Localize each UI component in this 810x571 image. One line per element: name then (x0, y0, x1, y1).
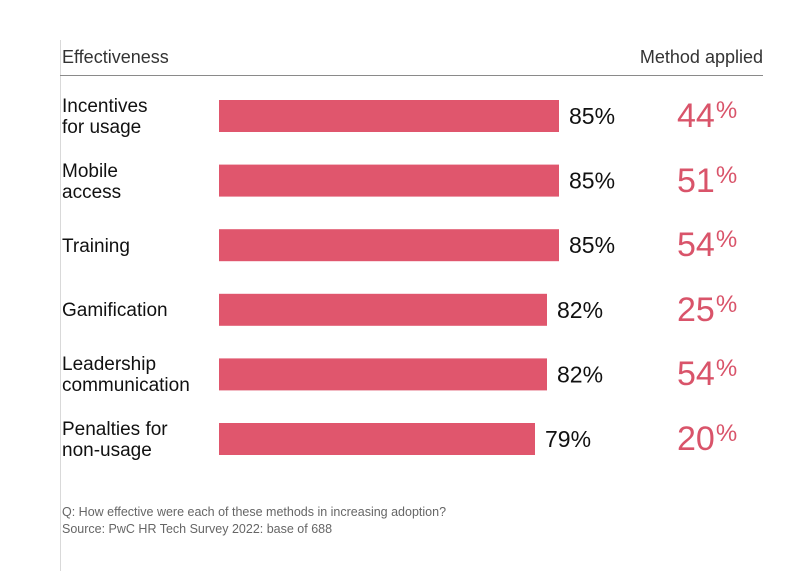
category-label-line: non-usage (62, 440, 152, 461)
method-applied-number: 54 (677, 226, 715, 265)
category-label: Training (62, 236, 212, 257)
footnote-question: Q: How effective were each of these meth… (62, 505, 447, 519)
method-applied-number: 54 (677, 355, 715, 394)
bar-value-label: 82% (557, 297, 603, 323)
method-applied-value: 54% (677, 226, 738, 265)
method-applied-value: 54% (677, 355, 738, 394)
category-label-line: communication (62, 375, 190, 397)
method-applied-percent-sign: % (715, 161, 738, 189)
method-applied-number: 20 (677, 420, 715, 458)
category-label-line: Penalties for (62, 419, 168, 440)
method-applied-value: 25% (677, 290, 738, 329)
method-applied-percent-sign: % (715, 355, 738, 383)
category-label-line: access (62, 181, 122, 203)
effectiveness-header: Effectiveness (62, 47, 169, 67)
footnote-source: Source: PwC HR Tech Survey 2022: base of… (62, 522, 333, 536)
bar-value-label: 85% (569, 103, 615, 129)
category-label-line: Training (62, 235, 130, 257)
header-rule (60, 75, 763, 76)
category-label: Gamification (62, 300, 212, 321)
category-label-line: Gamification (62, 300, 168, 322)
bar-value-label: 85% (569, 232, 615, 258)
category-label: Incentives for usage (62, 96, 212, 138)
method-applied-header: Method applied (639, 47, 763, 67)
bar (219, 100, 559, 132)
category-label-line: Incentives (62, 96, 148, 117)
method-applied-percent-sign: % (715, 290, 738, 318)
method-applied-number: 44 (677, 97, 715, 135)
category-label: Penalties for non-usage (62, 419, 212, 461)
category-label-line: for usage (62, 117, 142, 138)
method-applied-percent-sign: % (715, 226, 738, 254)
method-applied-value: 44% (677, 97, 738, 135)
bar-value-label: 82% (557, 361, 603, 387)
category-label: Mobile access (62, 161, 212, 203)
bar (219, 164, 559, 197)
bar (219, 423, 535, 455)
bar (219, 229, 559, 262)
bar (219, 293, 547, 326)
method-applied-value: 20% (677, 420, 738, 458)
method-applied-percent-sign: % (715, 420, 738, 447)
bar (219, 358, 547, 391)
category-label-line: Mobile (62, 160, 118, 182)
method-applied-number: 51 (677, 161, 715, 200)
category-label: Leadership communication (62, 354, 212, 396)
method-applied-value: 51% (677, 161, 738, 200)
bar-value-label: 79% (545, 426, 591, 452)
method-applied-percent-sign: % (715, 97, 738, 124)
method-applied-number: 25 (677, 290, 715, 329)
category-label-line: Leadership (62, 354, 157, 376)
left-rule (60, 40, 61, 571)
bar-value-label: 85% (569, 168, 615, 194)
